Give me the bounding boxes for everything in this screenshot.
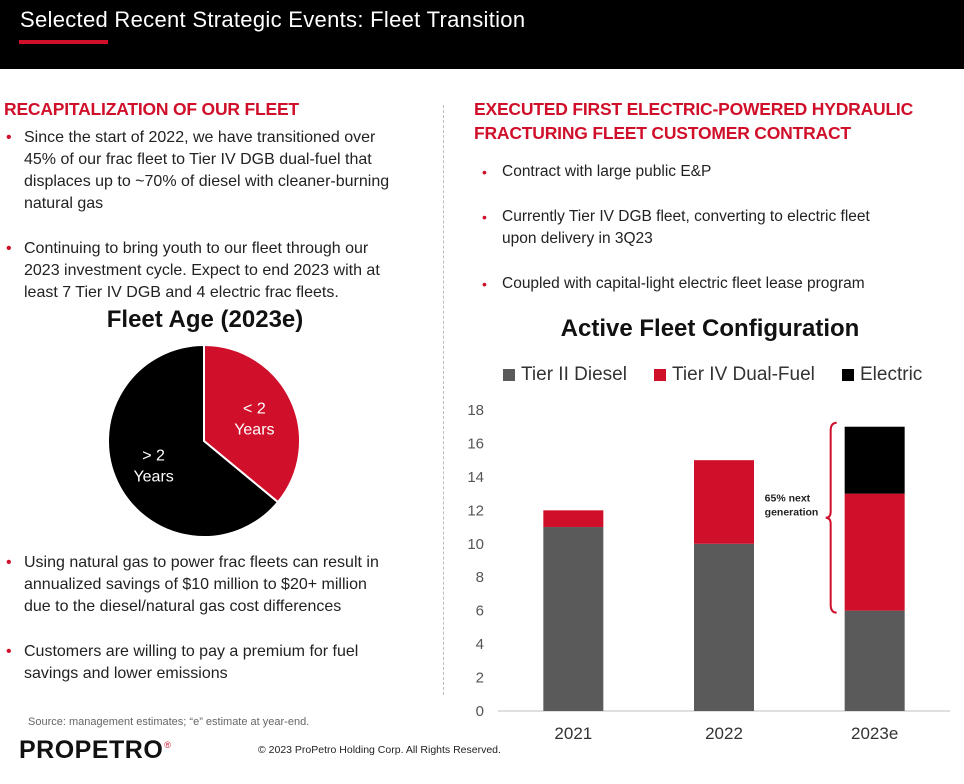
bullet-dot: • — [482, 209, 487, 225]
pie-slice-label: < 2 — [243, 400, 266, 417]
y-tick-label: 14 — [467, 469, 484, 486]
bullet-dot: • — [6, 240, 12, 257]
title-underline — [19, 40, 108, 44]
legend-item-electric: Electric — [842, 363, 922, 387]
bullet-line: Coupled with capital-light electric flee… — [502, 275, 865, 292]
bullet-line: 2023 investment cycle. Expect to end 202… — [24, 262, 380, 279]
y-tick-label: 12 — [467, 502, 484, 519]
pie-chart-title: Fleet Age (2023e) — [106, 306, 304, 333]
y-tick-label: 6 — [476, 603, 484, 620]
legend-label: Electric — [860, 364, 923, 385]
y-tick-label: 18 — [467, 402, 484, 419]
x-tick-label: 2021 — [554, 724, 592, 743]
logo-registered-mark: ® — [164, 740, 171, 750]
pie-slice — [107, 343, 280, 538]
bullet-line: annualized savings of $10 million to $20… — [24, 576, 367, 593]
legend-swatch — [503, 369, 515, 381]
pie-slice-label: Years — [133, 469, 173, 486]
right-title-line: EXECUTED FIRST ELECTRIC-POWERED HYDRAULI… — [474, 99, 914, 119]
bar-segment — [844, 426, 905, 494]
copyright-notice: © 2023 ProPetro Holding Corp. All Rights… — [258, 744, 501, 756]
bar-segment — [543, 527, 604, 711]
bullet-line: Contract with large public E&P — [502, 163, 712, 180]
bullet-dot: • — [6, 129, 12, 146]
y-tick-label: 16 — [467, 435, 484, 452]
bullet-line: Since the start of 2022, we have transit… — [24, 129, 376, 146]
bar-segment — [694, 543, 754, 711]
legend-label: Tier IV Dual-Fuel — [672, 364, 815, 385]
legend-item-tier-ii: Tier II Diesel — [503, 363, 627, 387]
bar-chart-title: Active Fleet Configuration — [560, 315, 860, 342]
pie-slice-label: Years — [234, 421, 274, 438]
column-divider — [443, 105, 444, 695]
bullet-dot: • — [6, 643, 12, 660]
bullet-dot: • — [482, 276, 487, 292]
bullet-dot: • — [482, 164, 487, 180]
bullet-line: displaces up to ~70% of diesel with clea… — [24, 173, 390, 190]
left-section-title: RECAPITALIZATION OF OUR FLEET — [4, 99, 299, 119]
bar-segment — [543, 510, 604, 528]
bracket-annotation: 65% next — [765, 493, 811, 505]
bar-segment — [694, 460, 754, 544]
y-tick-label: 0 — [476, 703, 484, 720]
x-tick-label: 2023e — [851, 724, 898, 743]
source-note: Source: management estimates; “e” estima… — [28, 716, 310, 728]
bullet-line: least 7 Tier IV DGB and 4 electric frac … — [24, 284, 339, 301]
page-title: Selected Recent Strategic Events: Fleet … — [20, 7, 526, 32]
bar-segment — [844, 493, 905, 611]
header-bar: Selected Recent Strategic Events: Fleet … — [0, 0, 964, 69]
bullet-dot: • — [6, 554, 12, 571]
bullet-line: Continuing to bring youth to our fleet t… — [24, 240, 369, 257]
pie-slice — [203, 343, 301, 504]
fleet-age-pie-chart: < 2 Years > 2 Years — [107, 343, 301, 538]
pie-slice-label: > 2 — [142, 448, 165, 465]
right-section-title: EXECUTED FIRST ELECTRIC-POWERED HYDRAULI… — [474, 97, 913, 145]
next-generation-bracket — [825, 421, 837, 614]
bullet-line: Customers are willing to pay a premium f… — [24, 643, 359, 660]
y-tick-label: 10 — [467, 536, 484, 553]
x-tick-label: 2022 — [705, 724, 743, 743]
bullet-line: Currently Tier IV DGB fleet, converting … — [502, 208, 870, 225]
bracket-annotation: generation — [765, 507, 819, 519]
bullet-line: 45% of our frac fleet to Tier IV DGB dua… — [24, 151, 372, 168]
legend-swatch — [654, 369, 666, 381]
y-tick-label: 2 — [476, 670, 484, 687]
bullet-line: due to the diesel/natural gas cost diffe… — [24, 598, 342, 615]
legend-swatch — [842, 369, 854, 381]
active-fleet-bar-chart: 0 2 4 6 8 10 12 14 16 18 2021 2022 2023e 65% next gene… — [467, 402, 950, 743]
bullet-line: natural gas — [24, 195, 104, 212]
propetro-logo: PROPETRO ® — [19, 735, 171, 764]
bar-segment — [844, 610, 905, 711]
bullet-line: savings and lower emissions — [24, 665, 228, 682]
legend-label: Tier II Diesel — [521, 364, 627, 385]
bullet-line: Using natural gas to power frac fleets c… — [24, 554, 379, 571]
logo-text: PROPETRO — [19, 735, 164, 764]
y-tick-label: 8 — [476, 569, 484, 586]
legend-item-tier-iv: Tier IV Dual-Fuel — [654, 363, 815, 387]
right-title-line: FRACTURING FLEET CUSTOMER CONTRACT — [474, 123, 851, 143]
y-tick-label: 4 — [476, 636, 484, 653]
bullet-line: upon delivery in 3Q23 — [502, 230, 653, 247]
